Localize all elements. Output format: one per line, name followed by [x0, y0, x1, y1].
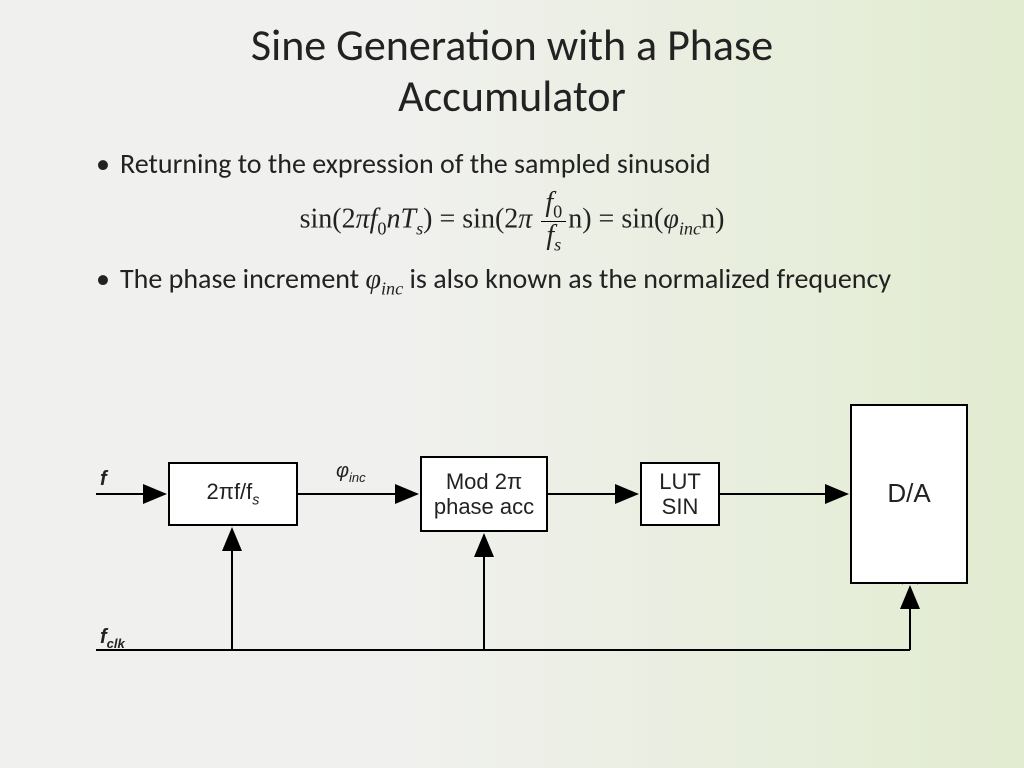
- label-phi-inc: φinc: [336, 460, 366, 485]
- box3-line2: SIN: [662, 494, 699, 519]
- diagram-arrows: [0, 0, 1024, 768]
- box3-line1: LUT: [659, 469, 701, 494]
- box-freq-to-phase: 2πf/fs: [168, 462, 298, 526]
- box4-text: D/A: [887, 479, 930, 509]
- block-diagram: f φinc fclk 2πf/fs Mod 2π phase acc LUT …: [0, 0, 1024, 768]
- box1-text: 2πf/fs: [207, 479, 260, 509]
- box2-line1: Mod 2π: [446, 469, 522, 494]
- box-dac: D/A: [850, 404, 968, 584]
- box2-line2: phase acc: [434, 494, 534, 519]
- box-lut-sin: LUT SIN: [640, 462, 720, 526]
- box-phase-accumulator: Mod 2π phase acc: [420, 456, 548, 532]
- label-input-f: f: [100, 468, 107, 491]
- label-f-clk: fclk: [100, 626, 125, 651]
